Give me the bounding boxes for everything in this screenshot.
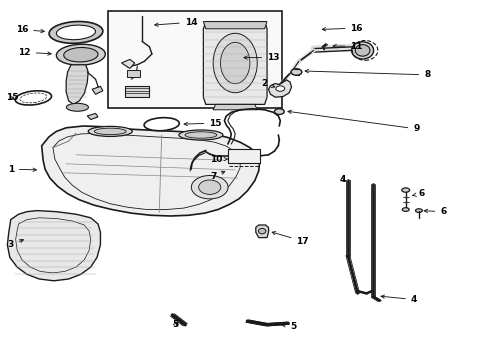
Text: 6: 6 xyxy=(424,207,446,216)
Text: 7: 7 xyxy=(210,171,225,181)
Polygon shape xyxy=(256,225,269,238)
Ellipse shape xyxy=(88,126,132,136)
Ellipse shape xyxy=(213,33,257,93)
Text: 2: 2 xyxy=(262,79,275,88)
Polygon shape xyxy=(66,65,88,104)
Ellipse shape xyxy=(144,118,179,131)
Ellipse shape xyxy=(49,22,103,43)
Ellipse shape xyxy=(274,109,284,114)
Ellipse shape xyxy=(355,45,370,56)
Ellipse shape xyxy=(67,103,89,111)
Ellipse shape xyxy=(56,44,105,65)
Ellipse shape xyxy=(276,86,285,91)
Ellipse shape xyxy=(179,130,223,140)
Ellipse shape xyxy=(416,209,422,212)
Text: 17: 17 xyxy=(272,231,309,246)
Ellipse shape xyxy=(185,132,217,138)
Polygon shape xyxy=(92,86,103,94)
Ellipse shape xyxy=(15,91,51,105)
Bar xyxy=(108,11,282,108)
Polygon shape xyxy=(87,113,98,120)
Bar xyxy=(228,149,260,163)
Text: 8: 8 xyxy=(305,69,430,79)
Ellipse shape xyxy=(352,42,373,59)
Ellipse shape xyxy=(402,208,409,211)
Text: 13: 13 xyxy=(244,53,280,62)
Ellipse shape xyxy=(94,128,126,135)
Polygon shape xyxy=(203,22,267,104)
Text: 16: 16 xyxy=(322,23,363,32)
Ellipse shape xyxy=(20,93,47,103)
Text: 15: 15 xyxy=(6,94,19,102)
Text: 1: 1 xyxy=(8,165,36,174)
Text: 15: 15 xyxy=(184,118,222,127)
Polygon shape xyxy=(125,86,149,97)
Text: 3: 3 xyxy=(8,239,24,249)
Polygon shape xyxy=(127,70,140,77)
Text: 4: 4 xyxy=(340,175,346,184)
Text: 6: 6 xyxy=(413,189,424,198)
Polygon shape xyxy=(203,22,267,29)
Polygon shape xyxy=(122,59,135,68)
Ellipse shape xyxy=(191,176,228,199)
Text: 11: 11 xyxy=(333,41,363,50)
Polygon shape xyxy=(269,80,292,97)
Text: 5: 5 xyxy=(172,320,178,329)
Ellipse shape xyxy=(64,48,98,62)
Ellipse shape xyxy=(402,188,410,192)
Text: 12: 12 xyxy=(18,48,51,57)
Ellipse shape xyxy=(56,25,96,40)
Text: 4: 4 xyxy=(381,295,417,304)
Ellipse shape xyxy=(199,180,221,194)
Text: 5: 5 xyxy=(282,323,296,331)
Text: 10: 10 xyxy=(210,154,228,163)
Polygon shape xyxy=(42,126,260,216)
Text: 14: 14 xyxy=(155,18,197,27)
Polygon shape xyxy=(7,211,100,281)
Ellipse shape xyxy=(220,42,250,84)
Text: 16: 16 xyxy=(16,25,44,34)
Ellipse shape xyxy=(259,229,266,234)
Text: 9: 9 xyxy=(288,110,420,133)
Polygon shape xyxy=(213,104,257,110)
Ellipse shape xyxy=(291,69,302,75)
